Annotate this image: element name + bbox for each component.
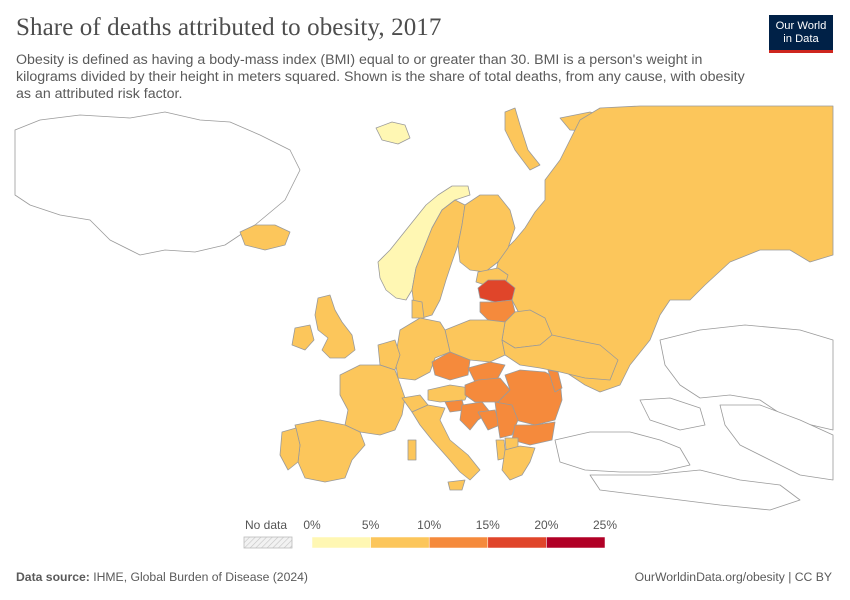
caucasus[interactable]: [639, 397, 706, 431]
data-source-label: Data source:: [16, 570, 90, 584]
owid-logo[interactable]: Our World in Data: [769, 15, 833, 52]
legend-tick-20: 20%: [534, 518, 559, 532]
svalbard[interactable]: [375, 121, 411, 145]
ukraine[interactable]: [501, 334, 619, 381]
footer-url[interactable]: OurWorldinData.org/obesity | CC BY: [634, 570, 832, 584]
legend-bin-15-20[interactable]: [487, 536, 547, 549]
legend-bin-0-5[interactable]: [311, 536, 371, 549]
germany[interactable]: [394, 317, 451, 381]
legend-no-data-swatch[interactable]: [243, 536, 293, 549]
legend-no-data-label: No data: [245, 518, 288, 532]
croatia[interactable]: [459, 401, 491, 431]
legend-tick-5: 5%: [361, 518, 380, 532]
legend-tick-10: 10%: [417, 518, 442, 532]
legend-bin-20-25[interactable]: [546, 536, 606, 549]
italy[interactable]: [411, 404, 481, 481]
novaya-zemlya[interactable]: [504, 107, 541, 171]
data-source-text[interactable]: IHME, Global Burden of Disease (2024): [93, 570, 308, 584]
turkey[interactable]: [554, 431, 691, 473]
chart-subtitle: Obesity is defined as having a body-mass…: [16, 52, 745, 102]
legend-bin-10-15[interactable]: [428, 536, 489, 549]
legend-tick-15: 15%: [475, 518, 500, 532]
austria[interactable]: [427, 384, 471, 403]
denmark[interactable]: [411, 299, 425, 319]
iceland[interactable]: [239, 224, 291, 251]
france[interactable]: [339, 364, 406, 436]
moldova[interactable]: [547, 369, 563, 393]
ireland[interactable]: [291, 324, 315, 351]
legend-tick-0: 0%: [303, 518, 321, 532]
czechia[interactable]: [431, 351, 471, 381]
portugal[interactable]: [279, 427, 301, 471]
finland[interactable]: [457, 194, 516, 273]
central-asia[interactable]: [719, 404, 834, 481]
sicily[interactable]: [447, 479, 466, 491]
data-source: Data source: IHME, Global Burden of Dise…: [16, 570, 308, 584]
greenland[interactable]: [14, 111, 301, 256]
legend-tick-25: 25%: [592, 518, 618, 532]
logo-accent-bar: [769, 50, 833, 53]
chart-title: Share of deaths attributed to obesity, 2…: [16, 14, 442, 41]
middle-east[interactable]: [589, 469, 801, 511]
benelux[interactable]: [377, 339, 401, 371]
logo-line-2: in Data: [783, 32, 819, 45]
slovakia[interactable]: [467, 361, 506, 383]
greece[interactable]: [501, 445, 536, 481]
legend-bin-5-10[interactable]: [370, 536, 430, 549]
sardinia[interactable]: [407, 439, 417, 461]
united-kingdom[interactable]: [314, 294, 356, 359]
serbia[interactable]: [494, 401, 519, 439]
latvia[interactable]: [477, 279, 516, 303]
logo-line-1: Our World: [775, 20, 827, 32]
